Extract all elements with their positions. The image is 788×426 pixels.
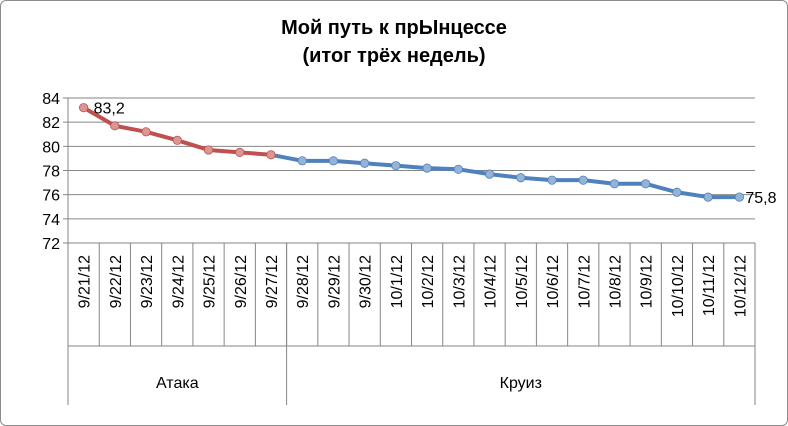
x-tick-label: 10/5/12: [514, 255, 531, 308]
data-point: [110, 121, 120, 131]
data-point: [203, 145, 214, 155]
data-point: [547, 175, 557, 185]
y-axis: 72 74 76 78 80 82 84: [42, 91, 69, 405]
group-label: Атака: [156, 375, 199, 392]
chart-title: Мой путь к прЫнцессе: [281, 17, 507, 39]
data-point: [235, 147, 245, 157]
group-label: Круиз: [500, 375, 542, 392]
data-point: [734, 192, 744, 202]
data-point: [516, 173, 526, 183]
gridlines: [68, 97, 755, 244]
x-tick-label: 9/23/12: [139, 255, 156, 308]
data-point: [391, 161, 401, 171]
x-tick-label: 10/11/12: [701, 255, 718, 316]
x-axis: 9/21/12 9/22/12 9/23/12 9/24/12 9/25/12 9/26/…: [68, 243, 756, 405]
data-point: [578, 175, 588, 185]
data-labels: 83,2 75,8: [94, 101, 777, 207]
x-tick-label: 10/4/12: [483, 255, 500, 308]
data-point: [703, 192, 713, 202]
data-point: [141, 127, 151, 137]
x-tick-label: 10/3/12: [451, 255, 468, 308]
data-point: [297, 156, 307, 166]
x-tick-label: 10/6/12: [545, 255, 562, 308]
y-tick-label: 76: [42, 188, 60, 205]
y-tick-label: 72: [42, 236, 60, 253]
y-tick-label: 74: [42, 212, 60, 229]
x-tick-label: 9/30/12: [358, 255, 375, 308]
x-tick-label: 10/8/12: [607, 255, 624, 308]
data-point: [328, 156, 339, 166]
x-tick-label: 9/24/12: [170, 255, 187, 308]
x-tick-label: 9/21/12: [77, 255, 94, 308]
x-tick-label: 10/7/12: [576, 255, 593, 308]
chart-title-block: Мой путь к прЫнцессе (итог трёх недель): [0, 14, 788, 70]
x-tick-label: 9/27/12: [264, 255, 281, 308]
data-point: [672, 187, 682, 197]
data-point: [609, 179, 620, 189]
data-point: [360, 158, 370, 168]
x-tick-label: 9/22/12: [108, 255, 125, 308]
data-point: [641, 179, 651, 189]
data-label: 75,8: [745, 190, 776, 207]
series-lines: [79, 103, 744, 202]
x-tick-label: 9/29/12: [326, 255, 343, 308]
x-tick-label: 9/26/12: [233, 255, 250, 308]
chart-subtitle: (итог трёх недель): [302, 45, 486, 67]
data-point: [422, 163, 432, 173]
x-tick-label: 10/9/12: [639, 255, 656, 308]
y-tick-label: 80: [42, 139, 60, 156]
data-point: [266, 150, 276, 160]
data-point: [79, 103, 89, 113]
series-line: [268, 152, 742, 200]
x-tick-label: 10/1/12: [389, 255, 406, 308]
x-tick-label: 9/28/12: [295, 255, 312, 308]
data-label: 83,2: [94, 101, 125, 118]
y-tick-label: 84: [42, 91, 60, 108]
data-point: [484, 169, 495, 179]
y-tick-label: 82: [42, 115, 60, 132]
x-tick-label: 10/2/12: [420, 255, 437, 308]
x-tick-label: 10/12/12: [732, 255, 749, 317]
data-point: [172, 135, 182, 145]
x-tick-label: 10/10/12: [670, 255, 687, 317]
data-point: [453, 164, 463, 174]
y-tick-label: 78: [42, 164, 60, 181]
x-tick-label: 9/25/12: [202, 255, 219, 308]
